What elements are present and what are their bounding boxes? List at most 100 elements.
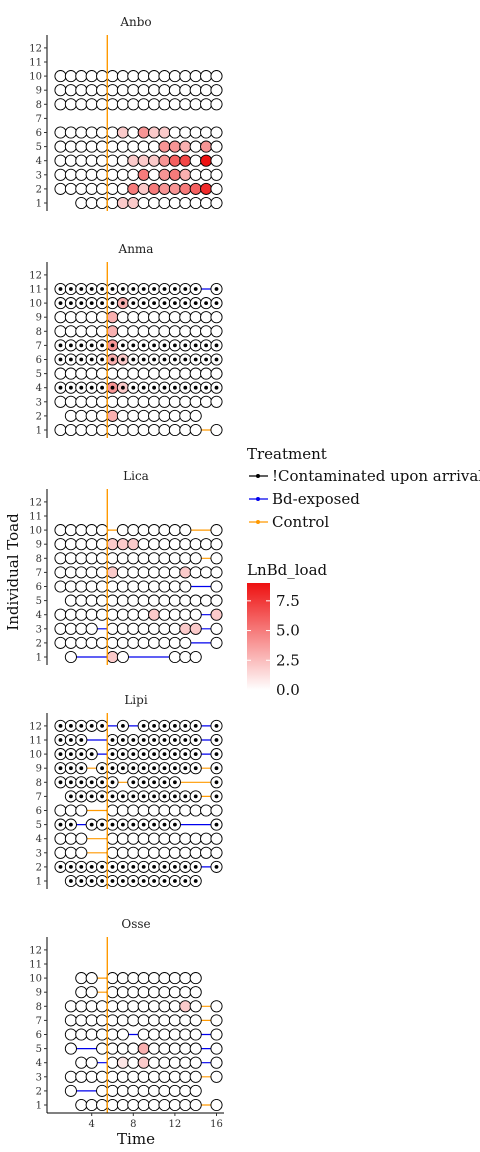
contaminated-marker	[214, 780, 219, 785]
data-point	[64, 650, 77, 664]
data-point	[210, 846, 223, 859]
data-point	[168, 832, 181, 845]
data-point	[54, 608, 67, 621]
contaminated-marker	[152, 879, 157, 883]
data-point	[158, 168, 171, 181]
data-point	[189, 182, 202, 195]
contaminated-marker	[100, 780, 104, 785]
data-point	[96, 594, 109, 607]
toad-row	[75, 1098, 223, 1112]
data-point	[168, 395, 181, 408]
y-tick-label: 9	[36, 86, 42, 97]
data-point	[127, 367, 140, 380]
data-point	[137, 580, 150, 593]
data-point	[137, 804, 150, 817]
data-point	[148, 552, 161, 565]
toad-row	[54, 339, 223, 352]
data-point	[106, 538, 119, 551]
contaminated-marker	[131, 343, 136, 348]
data-point	[54, 140, 67, 153]
load-legend-title: LnBd_load	[247, 561, 328, 579]
data-point	[189, 538, 202, 551]
data-point	[179, 367, 192, 380]
data-point	[85, 524, 98, 537]
data-point	[148, 846, 161, 859]
contaminated-marker	[131, 385, 136, 390]
contaminated-marker	[121, 822, 125, 827]
data-point	[116, 1042, 129, 1055]
data-point	[127, 846, 140, 859]
legend-item-control: Control	[249, 513, 329, 531]
contaminated-marker	[141, 724, 146, 728]
data-point	[158, 182, 171, 195]
contaminated-marker	[204, 385, 209, 390]
toad-row	[75, 196, 223, 210]
contaminated-marker	[173, 766, 177, 771]
contaminated-marker	[183, 865, 188, 869]
data-point	[75, 972, 88, 985]
data-point	[210, 804, 223, 817]
data-point	[168, 70, 181, 83]
data-point	[75, 325, 88, 338]
contaminated-marker	[100, 385, 104, 390]
contaminated-marker	[183, 724, 188, 728]
panel-title: Lica	[123, 469, 149, 483]
data-point	[75, 1000, 88, 1013]
data-point	[137, 1028, 150, 1041]
data-point	[64, 832, 77, 845]
data-point	[158, 1014, 171, 1027]
data-point	[75, 1056, 88, 1069]
data-point	[75, 1070, 88, 1083]
data-point	[210, 1098, 223, 1112]
contaminated-marker	[58, 301, 63, 305]
data-point	[116, 423, 129, 437]
data-point	[168, 804, 181, 817]
data-point	[85, 409, 98, 422]
data-point	[148, 409, 161, 422]
colorbar-ticks: 7.5 5.0 2.5 0.0	[247, 592, 300, 699]
contaminated-marker	[89, 385, 94, 390]
toad-row	[64, 1042, 223, 1055]
data-point	[137, 154, 150, 167]
data-point	[64, 580, 77, 593]
data-point	[189, 70, 202, 83]
toad-row	[54, 395, 223, 408]
toad-row	[54, 719, 223, 732]
data-point	[64, 1028, 77, 1041]
data-point	[137, 423, 150, 437]
data-point	[137, 325, 150, 338]
data-point	[137, 832, 150, 845]
y-tick-label: 11	[29, 960, 42, 971]
data-point	[106, 636, 119, 649]
colorbar-tick-label: 5.0	[276, 622, 300, 640]
contaminated-marker	[131, 301, 136, 305]
contaminated-marker	[173, 822, 177, 827]
y-tick-label: 1	[36, 199, 42, 210]
data-point	[116, 311, 129, 324]
toad-row	[64, 1070, 223, 1083]
data-point	[179, 972, 192, 985]
data-point	[127, 70, 140, 83]
data-point	[179, 84, 192, 97]
data-point	[210, 311, 223, 324]
data-point	[168, 196, 181, 210]
data-point	[158, 1056, 171, 1069]
y-tick-label: 3	[36, 848, 42, 859]
data-point	[85, 196, 98, 210]
data-point	[116, 538, 129, 551]
data-point	[179, 70, 192, 83]
data-point	[127, 622, 140, 635]
contaminated-marker	[89, 287, 94, 291]
data-point	[127, 196, 140, 210]
data-point	[106, 1028, 119, 1041]
data-point	[179, 566, 192, 579]
data-point	[54, 126, 67, 139]
data-point	[75, 594, 88, 607]
data-point	[116, 1028, 129, 1041]
data-point	[75, 580, 88, 593]
data-point	[85, 538, 98, 551]
contaminated-marker	[141, 738, 146, 742]
data-point	[127, 804, 140, 817]
